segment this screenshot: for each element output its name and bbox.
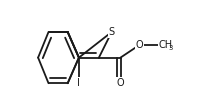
Text: 3: 3 <box>169 45 173 51</box>
Text: O: O <box>136 40 144 50</box>
Text: O: O <box>117 78 124 88</box>
Text: CH: CH <box>159 40 173 50</box>
Text: I: I <box>78 78 80 88</box>
Text: S: S <box>109 27 115 37</box>
